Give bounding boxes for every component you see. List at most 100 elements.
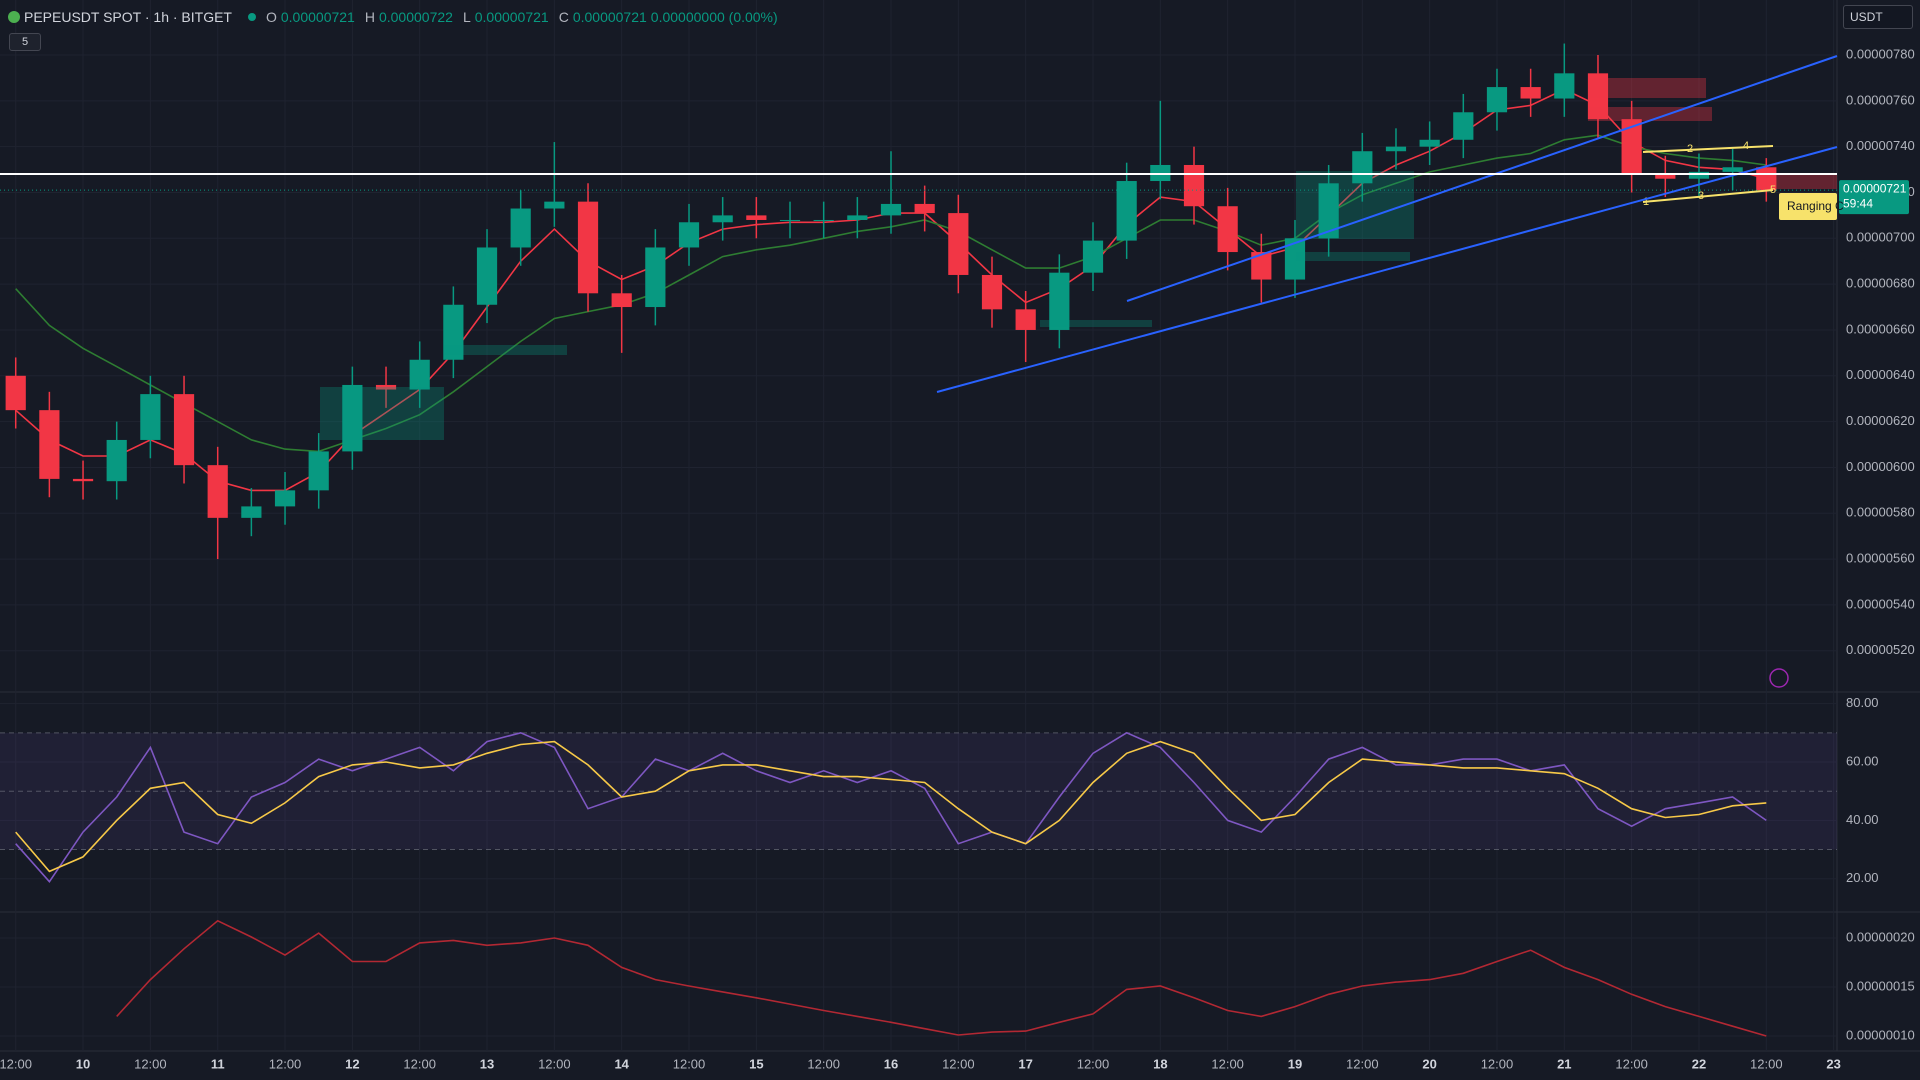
trend-line — [1126, 55, 1838, 302]
candle-body — [1587, 73, 1609, 120]
y-tick-label: 0.00000660 — [1846, 321, 1915, 336]
x-tick-label: 21 — [1557, 1056, 1571, 1071]
x-tick-label: 12:00 — [134, 1056, 167, 1071]
candle-body — [308, 451, 329, 491]
y-tick-label: 0.00000600 — [1846, 459, 1915, 474]
y-tick-label: 0.00000680 — [1846, 276, 1915, 291]
candle-body — [72, 478, 94, 482]
candle-body — [544, 201, 565, 209]
candle-body — [948, 213, 969, 275]
x-tick-label: 12:00 — [269, 1056, 302, 1071]
y-tick-label: 40.00 — [1846, 812, 1879, 827]
pattern-line — [1642, 189, 1774, 203]
candle-body — [779, 219, 801, 221]
y-tick-label: 0.00000015 — [1846, 978, 1915, 993]
high-value: 0.00000722 — [378, 9, 453, 25]
x-tick-label: 12:00 — [1615, 1056, 1648, 1071]
indicator-line — [15, 731, 1767, 884]
candle-body — [409, 359, 430, 390]
y-tick-label: 0.00000700 — [1846, 230, 1915, 245]
candle-body — [1419, 139, 1440, 147]
indicator-line — [15, 740, 1767, 873]
candle-body — [1082, 240, 1104, 273]
y-tick-label: 0.00000020 — [1846, 929, 1915, 944]
indicator-toggle[interactable]: 5 — [9, 33, 41, 51]
close-value: 0.00000721 — [572, 9, 647, 25]
x-tick-label: 23 — [1826, 1056, 1840, 1071]
demand-zone — [444, 345, 567, 355]
x-tick-label: 16 — [884, 1056, 898, 1071]
y-tick-label: 0.00000010 — [1846, 1027, 1915, 1042]
candle-body — [1217, 206, 1238, 253]
symbol-icon — [8, 11, 20, 23]
x-tick-label: 12:00 — [403, 1056, 436, 1071]
y-tick-label: 0.00000640 — [1846, 367, 1915, 382]
x-tick-label: 10 — [76, 1056, 90, 1071]
y-tick-label: 60.00 — [1846, 753, 1879, 768]
pattern-label: 4 — [1743, 140, 1749, 152]
candle-body — [1318, 183, 1339, 239]
candle-body — [1183, 164, 1205, 207]
x-tick-label: 11 — [211, 1056, 225, 1071]
change-value: 0.00000000 (0.00%) — [650, 9, 778, 25]
candle-body — [1284, 238, 1306, 280]
candle-body — [1352, 151, 1373, 184]
candle-body — [847, 215, 868, 220]
candle-body — [577, 201, 599, 294]
annotation: Ranging C — [1787, 199, 1844, 213]
candle-body — [1722, 167, 1743, 172]
x-tick-label: 12:00 — [1211, 1056, 1244, 1071]
pattern-label: 5 — [1770, 184, 1776, 196]
x-tick-label: 12:00 — [673, 1056, 706, 1071]
candle-body — [880, 203, 902, 216]
candle-body — [207, 465, 228, 518]
supply-zone — [1776, 175, 1837, 189]
x-tick-label: 12:00 — [538, 1056, 571, 1071]
high-label: H — [364, 9, 375, 25]
x-tick-label: 12:00 — [942, 1056, 975, 1071]
candle-body — [140, 394, 161, 440]
candle-body — [5, 375, 26, 411]
x-tick-label: 20 — [1422, 1056, 1436, 1071]
supply-zone — [1588, 78, 1706, 98]
demand-zone — [1296, 252, 1410, 261]
drawings — [0, 55, 1838, 688]
candle-body — [443, 304, 464, 360]
x-tick-label: 12:00 — [0, 1056, 32, 1071]
x-tick-label: 12:00 — [807, 1056, 840, 1071]
x-tick-label: 13 — [480, 1056, 494, 1071]
candle-body — [1453, 112, 1474, 140]
candle-body — [1655, 174, 1676, 179]
candle-body — [1251, 252, 1272, 280]
price-tag-label: 0.00000721 — [1843, 181, 1907, 195]
countdown: 59:44 — [1843, 196, 1873, 210]
y-tick-label: 0.00000780 — [1846, 46, 1915, 61]
candle-body — [712, 215, 733, 223]
legend: PEPEUSDT SPOT · 1h · BITGET O 0.00000721 … — [8, 7, 778, 27]
open-value: 0.00000721 — [280, 9, 355, 25]
candle-body — [476, 247, 498, 305]
candle-body — [678, 222, 700, 248]
candle-body — [1621, 119, 1642, 175]
x-tick-label: 15 — [749, 1056, 763, 1071]
candle-body — [1385, 146, 1407, 152]
y-tick-label: 0.00000560 — [1846, 551, 1915, 566]
currency-select[interactable]: USDT — [1843, 5, 1913, 29]
alert-icon[interactable] — [1769, 668, 1789, 688]
candle-body — [1116, 181, 1137, 241]
low-label: L — [462, 9, 471, 25]
y-tick-label: 0.00000620 — [1846, 413, 1915, 428]
candle-body — [611, 293, 632, 308]
demand-zone — [1040, 320, 1152, 327]
candle-body — [173, 394, 195, 466]
x-tick-label: 12:00 — [1481, 1056, 1514, 1071]
candle-body — [1688, 171, 1710, 179]
x-tick-label: 12:00 — [1750, 1056, 1783, 1071]
trend-line — [936, 146, 1838, 393]
y-tick-label: 0.00000540 — [1846, 596, 1915, 611]
candle-body — [510, 208, 531, 248]
open-label: O — [265, 9, 277, 25]
candle-body — [1015, 309, 1036, 330]
